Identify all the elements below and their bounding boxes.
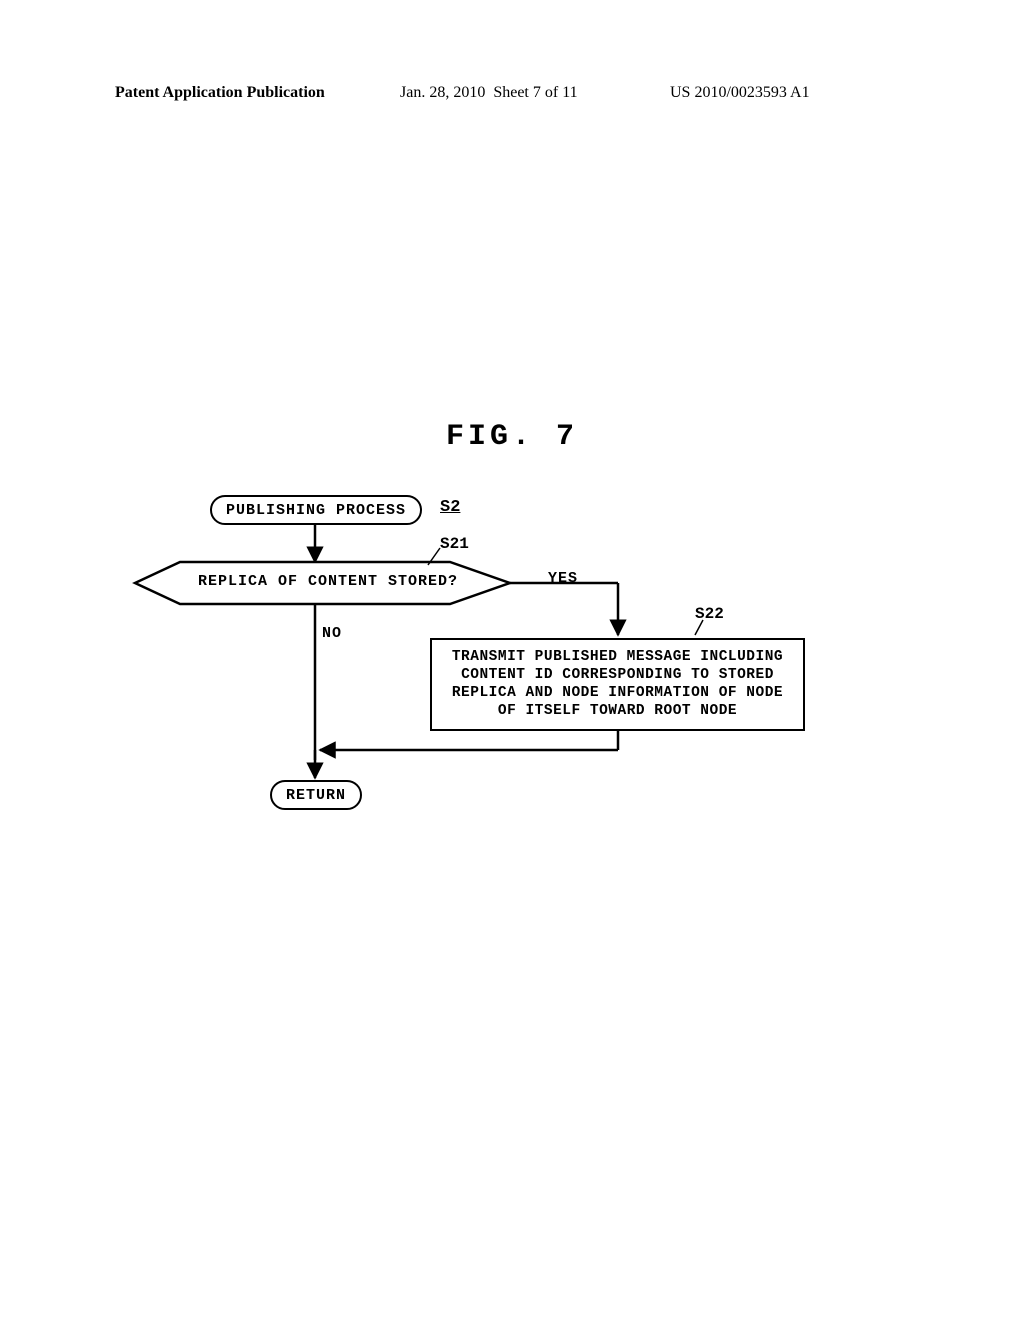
flowchart: PUBLISHING PROCESS S2 S21 REPLICA OF CON…	[140, 490, 900, 840]
figure-title: FIG. 7	[0, 420, 1024, 454]
decision-text: REPLICA OF CONTENT STORED?	[198, 573, 458, 590]
start-terminator: PUBLISHING PROCESS	[210, 495, 422, 525]
header-pubno: US 2010/0023593 A1	[670, 84, 810, 102]
header-date-sheet: Jan. 28, 2010 Sheet 7 of 11	[400, 84, 578, 102]
no-label: NO	[322, 625, 342, 642]
step-s21-label: S21	[440, 535, 469, 553]
yes-label: YES	[548, 570, 578, 587]
return-terminator: RETURN	[270, 780, 362, 810]
step-s2-label: S2	[440, 498, 460, 517]
process-step: TRANSMIT PUBLISHED MESSAGE INCLUDING CON…	[430, 638, 805, 731]
return-label: RETURN	[286, 787, 346, 804]
step-s22-label: S22	[695, 605, 724, 623]
process-text: TRANSMIT PUBLISHED MESSAGE INCLUDING CON…	[452, 649, 783, 719]
header-publication: Patent Application Publication	[115, 84, 325, 102]
start-label: PUBLISHING PROCESS	[226, 502, 406, 519]
